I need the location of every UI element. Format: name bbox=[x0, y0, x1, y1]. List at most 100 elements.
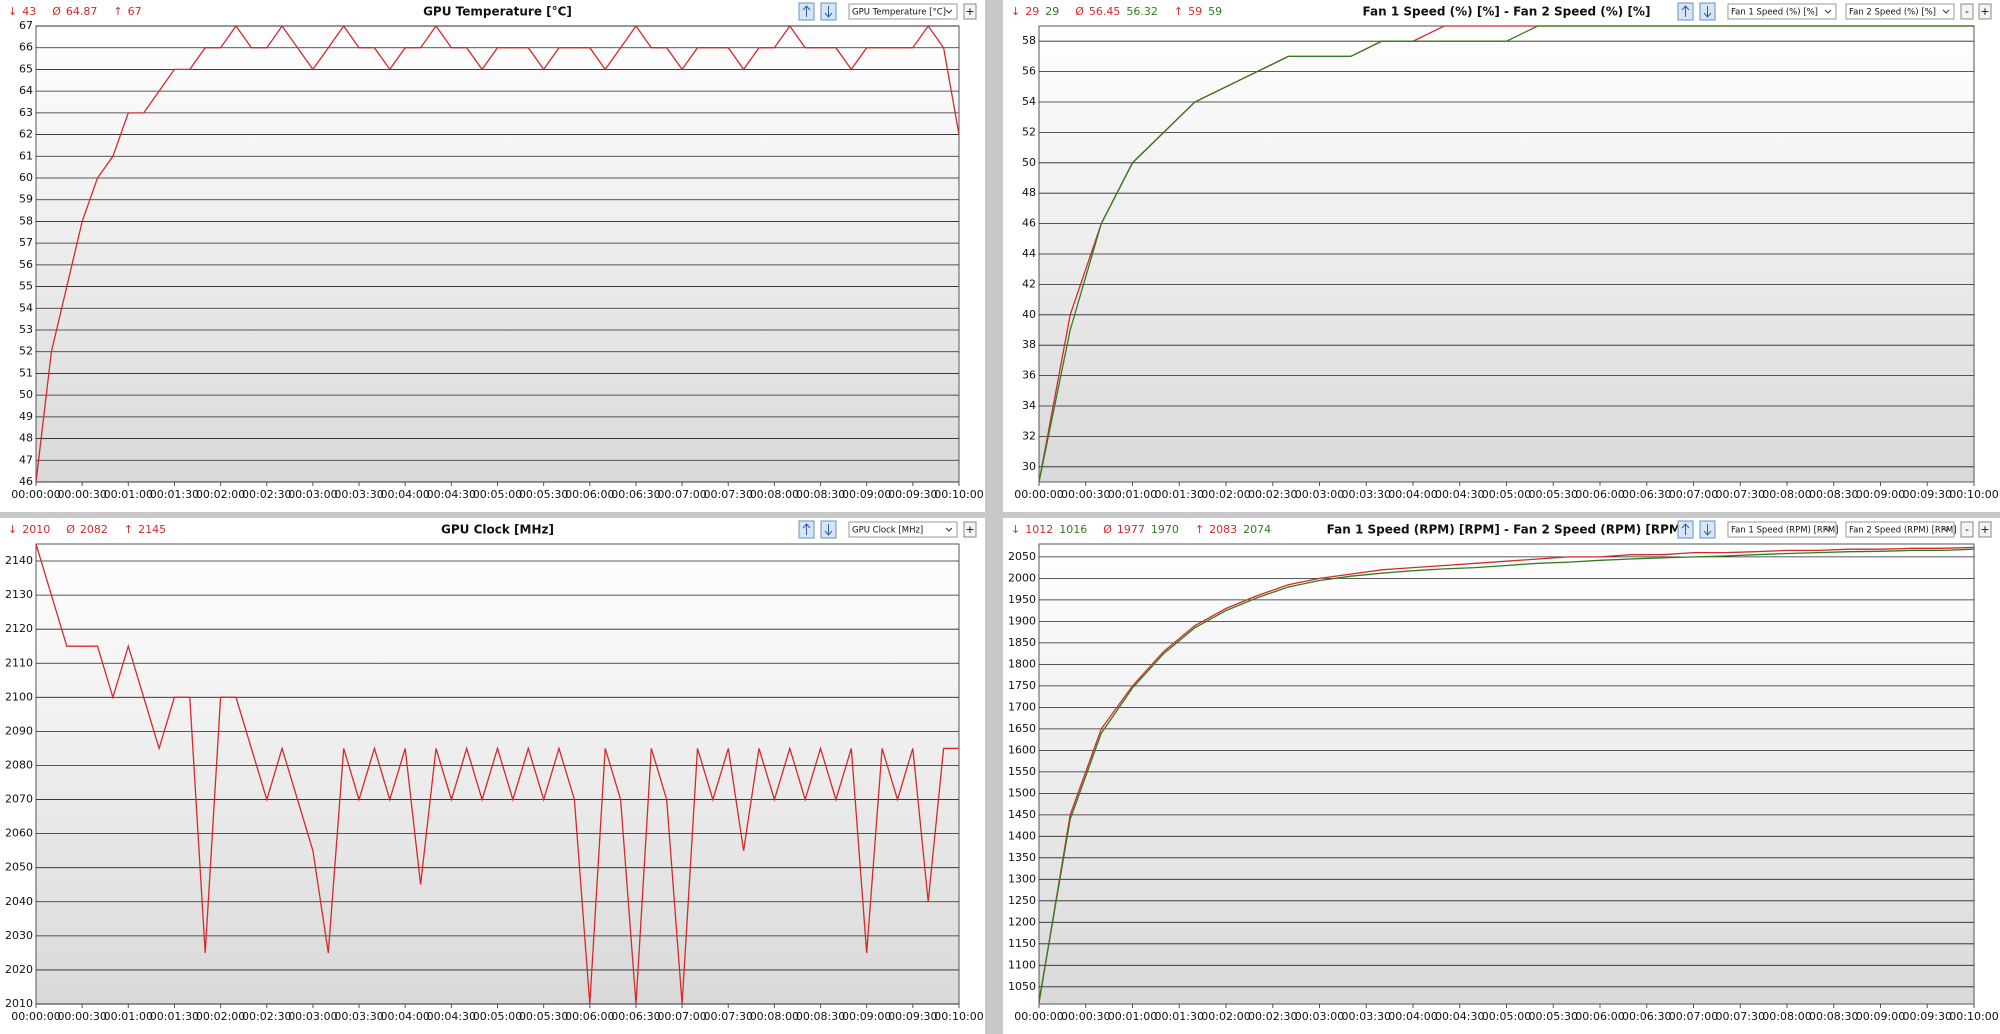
dropdown[interactable] bbox=[848, 3, 958, 20]
x-tick-label: 00:02:30 bbox=[242, 488, 291, 501]
y-tick-label: 44 bbox=[1022, 247, 1036, 260]
x-tick-label: 00:05:30 bbox=[1529, 1010, 1578, 1023]
y-tick-label: 54 bbox=[1022, 95, 1036, 108]
x-tick-label: 00:00:00 bbox=[11, 1010, 60, 1023]
x-tick-label: 00:02:00 bbox=[1201, 1010, 1250, 1023]
y-tick-label: 1400 bbox=[1008, 829, 1036, 842]
y-tick-label: 65 bbox=[19, 62, 33, 75]
plot-area bbox=[35, 25, 960, 483]
y-tick-label: 61 bbox=[19, 149, 33, 162]
stat-value: 1016 bbox=[1059, 523, 1087, 536]
y-tick-label: 62 bbox=[19, 128, 33, 141]
x-tick-label: 00:09:00 bbox=[842, 488, 891, 501]
chart-panel: ↓ 1012 1016 Ø 1977 1970 ↑ 2083 2074 Fan 1 Speed (… bbox=[1008, 520, 1999, 1023]
data-line bbox=[1038, 548, 1975, 1002]
x-tick-label: 00:01:00 bbox=[1108, 488, 1157, 501]
y-tick-label: 34 bbox=[1022, 399, 1036, 412]
button-label[interactable]: + bbox=[965, 523, 974, 536]
y-tick-label: 51 bbox=[19, 366, 33, 379]
plot-area bbox=[35, 543, 960, 1005]
button[interactable] bbox=[963, 3, 977, 20]
button[interactable] bbox=[1960, 3, 1974, 20]
button-label[interactable]: - bbox=[1965, 5, 1969, 18]
dropdown-label[interactable]: GPU Clock [MHz] bbox=[852, 526, 923, 536]
y-tick-label: 46 bbox=[1022, 217, 1036, 230]
x-tick-label: 00:03:00 bbox=[1295, 1010, 1344, 1023]
button[interactable] bbox=[1960, 521, 1974, 538]
y-tick-label: 1300 bbox=[1008, 872, 1036, 885]
dropdown[interactable] bbox=[1845, 3, 1955, 20]
dropdown-label[interactable]: Fan 2 Speed (RPM) [RPM] bbox=[1849, 526, 1957, 536]
stat-symbol: ↑ bbox=[124, 523, 133, 536]
dropdown-arrow[interactable] bbox=[1824, 527, 1832, 532]
y-tick-label: 56 bbox=[19, 258, 33, 271]
x-tick-label: 00:01:30 bbox=[150, 1010, 199, 1023]
x-tick-label: 00:04:30 bbox=[427, 1010, 476, 1023]
y-tick-label: 58 bbox=[1022, 34, 1036, 47]
dropdown-arrow[interactable] bbox=[1942, 527, 1950, 532]
x-tick-label: 00:05:00 bbox=[1482, 1010, 1531, 1023]
x-tick-label: 00:06:30 bbox=[611, 488, 660, 501]
y-tick-label: 1450 bbox=[1008, 808, 1036, 821]
dropdown[interactable] bbox=[1727, 521, 1837, 538]
y-tick-label: 52 bbox=[19, 345, 33, 358]
y-tick-label: 2090 bbox=[5, 724, 33, 737]
button-label[interactable]: + bbox=[965, 5, 974, 18]
y-tick-label: 1750 bbox=[1008, 679, 1036, 692]
button[interactable] bbox=[1978, 3, 1992, 20]
x-tick-label: 00:00:30 bbox=[1061, 488, 1110, 501]
stat-value: 59 bbox=[1188, 5, 1202, 18]
dropdown-label[interactable]: GPU Temperature [°C] bbox=[852, 8, 946, 18]
button[interactable] bbox=[1978, 521, 1992, 538]
dropdown-arrow[interactable] bbox=[945, 9, 953, 14]
icon bbox=[1681, 523, 1690, 535]
x-tick-label: 00:07:30 bbox=[704, 488, 753, 501]
dropdown-arrow[interactable] bbox=[945, 527, 953, 532]
y-tick-label: 50 bbox=[1022, 156, 1036, 169]
x-tick-label: 00:08:30 bbox=[1809, 488, 1858, 501]
button-label[interactable]: + bbox=[1980, 5, 1989, 18]
x-tick-label: 00:06:30 bbox=[1622, 1010, 1671, 1023]
x-tick-label: 00:06:00 bbox=[565, 488, 614, 501]
y-tick-label: 1650 bbox=[1008, 722, 1036, 735]
stat-symbol: Ø bbox=[52, 5, 61, 18]
x-tick-label: 00:06:30 bbox=[611, 1010, 660, 1023]
stat-symbol: ↑ bbox=[113, 5, 122, 18]
stat-value: 2082 bbox=[80, 523, 108, 536]
stat-symbol: ↓ bbox=[8, 5, 17, 18]
dropdown-label[interactable]: Fan 1 Speed (%) [%] bbox=[1731, 8, 1818, 18]
button[interactable] bbox=[963, 521, 977, 538]
x-tick-label: 00:01:30 bbox=[150, 488, 199, 501]
y-tick-label: 48 bbox=[19, 432, 33, 445]
stat-value: 2145 bbox=[138, 523, 166, 536]
x-tick-label: 00:04:00 bbox=[1388, 488, 1437, 501]
stat-value: 56.32 bbox=[1126, 5, 1158, 18]
x-tick-label: 00:01:00 bbox=[104, 488, 153, 501]
x-tick-label: 00:08:30 bbox=[796, 1010, 845, 1023]
button-label[interactable]: + bbox=[1980, 523, 1989, 536]
y-tick-label: 1100 bbox=[1008, 958, 1036, 971]
y-tick-label: 2010 bbox=[5, 997, 33, 1010]
chart-panel: ↓ 43 Ø 64.87 ↑ 67 GPU Temperature [°C] + GPU Tem… bbox=[8, 2, 984, 501]
dropdown[interactable] bbox=[1727, 3, 1837, 20]
y-tick-label: 2100 bbox=[5, 690, 33, 703]
x-tick-label: 00:09:00 bbox=[1856, 1010, 1905, 1023]
stat-value: 2074 bbox=[1243, 523, 1271, 536]
x-tick-label: 00:01:00 bbox=[104, 1010, 153, 1023]
dropdown-label[interactable]: Fan 1 Speed (RPM) [RPM] bbox=[1731, 526, 1839, 536]
y-tick-label: 2120 bbox=[5, 622, 33, 635]
button-label[interactable]: - bbox=[1965, 523, 1969, 536]
y-tick-label: 1350 bbox=[1008, 851, 1036, 864]
x-tick-label: 00:04:30 bbox=[427, 488, 476, 501]
dropdown[interactable] bbox=[848, 521, 958, 538]
dropdown-label[interactable]: Fan 2 Speed (%) [%] bbox=[1849, 8, 1936, 18]
dropdown-arrow[interactable] bbox=[1942, 9, 1950, 14]
y-tick-label: 48 bbox=[1022, 186, 1036, 199]
data-line bbox=[35, 543, 959, 1005]
x-tick-label: 00:08:00 bbox=[750, 488, 799, 501]
x-tick-label: 00:10:00 bbox=[1949, 488, 1998, 501]
dropdown[interactable] bbox=[1845, 521, 1955, 538]
x-tick-label: 00:03:00 bbox=[288, 488, 337, 501]
dropdown-arrow[interactable] bbox=[1824, 9, 1832, 14]
y-tick-label: 1900 bbox=[1008, 614, 1036, 627]
